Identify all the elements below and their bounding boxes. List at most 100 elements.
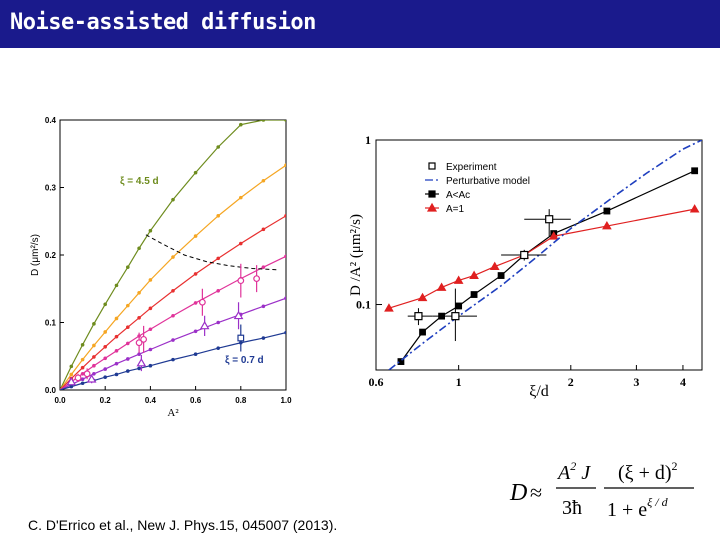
data-point	[80, 357, 85, 362]
experiment-point	[199, 320, 210, 330]
data-point	[92, 372, 96, 376]
data-point	[171, 357, 175, 362]
data-point	[137, 366, 141, 371]
data-point	[284, 163, 286, 168]
data-point	[284, 296, 286, 300]
experiment-point	[74, 374, 82, 382]
data-point	[114, 316, 119, 321]
data-point	[103, 356, 107, 361]
data-point	[239, 195, 243, 200]
data-point	[69, 364, 74, 369]
data-point	[92, 355, 96, 359]
x-tick-label: 3	[633, 375, 639, 389]
data-point	[114, 349, 119, 353]
formula-approx: ≈	[530, 480, 542, 505]
experiment-point	[520, 250, 529, 260]
data-point	[137, 315, 141, 320]
data-point	[284, 214, 286, 218]
legend-marker	[428, 190, 436, 198]
data-point	[193, 170, 198, 175]
data-point	[453, 275, 464, 284]
experiment-point	[233, 310, 244, 320]
formula-num1: A2 J	[556, 459, 591, 484]
dashed-curve	[145, 234, 280, 271]
experiment-point	[135, 339, 143, 347]
annotation-top: ξ = 4.5 d	[120, 176, 159, 187]
x-axis-label: A²	[167, 407, 179, 419]
legend-label: Experiment	[446, 162, 497, 173]
y-tick-label: 1	[365, 133, 371, 147]
data-point	[137, 291, 141, 295]
data-point	[261, 178, 266, 183]
data-point	[384, 303, 394, 312]
data-point	[469, 270, 479, 279]
experiment-point	[86, 374, 97, 383]
data-point	[137, 352, 141, 357]
data-point	[92, 343, 96, 348]
experiment-point	[451, 312, 460, 321]
experiment-point	[253, 275, 261, 283]
data-point	[193, 301, 198, 305]
experiment-point	[140, 335, 148, 343]
data-point	[114, 372, 119, 377]
annotation-bottom: ξ = 0.7 d	[225, 355, 264, 366]
data-point	[284, 330, 286, 335]
data-point	[419, 328, 426, 336]
y-axis-label: D /A² (μm²/s)	[348, 214, 364, 296]
x-tick-label: 1	[456, 375, 462, 389]
data-point	[92, 322, 96, 326]
data-point	[193, 234, 198, 238]
data-point	[80, 381, 85, 386]
data-point	[284, 120, 286, 122]
data-point	[193, 272, 198, 276]
data-point	[103, 330, 107, 334]
data-point	[261, 120, 266, 122]
data-point	[171, 313, 175, 318]
data-point	[603, 207, 611, 215]
data-point	[497, 272, 505, 279]
data-point	[602, 221, 612, 230]
legend-marker	[426, 202, 438, 212]
x-tick-label: 0.6	[369, 375, 384, 389]
data-point	[216, 346, 220, 350]
data-point	[239, 241, 243, 246]
data-point	[80, 365, 85, 370]
citation: C. D'Errico et al., New J. Phys.15, 0450…	[28, 517, 338, 533]
data-point	[436, 282, 447, 291]
data-point	[216, 214, 220, 218]
data-point	[148, 347, 153, 352]
y-tick-label: 0.1	[45, 319, 57, 328]
plot-frame	[375, 139, 703, 371]
x-tick-label: 0.4	[145, 396, 157, 405]
data-point	[126, 325, 130, 330]
series-group	[384, 140, 702, 370]
y-tick-label: 0.2	[45, 251, 57, 260]
y-tick-label: 0.3	[45, 184, 57, 193]
y-tick-label: 0.0	[45, 386, 57, 395]
data-point	[103, 375, 107, 379]
data-point	[261, 227, 266, 232]
legend: Experiment Perturbative model A<Ac A=1	[425, 162, 530, 215]
data-point	[193, 329, 198, 334]
data-point	[114, 334, 119, 339]
data-point	[171, 288, 175, 293]
data-point	[171, 255, 175, 259]
legend-marker	[428, 162, 436, 170]
data-point	[691, 167, 699, 175]
data-point	[193, 352, 198, 357]
title-bar: Noise-assisted diffusion	[0, 0, 720, 48]
data-point	[148, 363, 153, 368]
x-tick-label: 0.6	[190, 396, 202, 405]
experiment-point	[83, 370, 91, 378]
data-point	[261, 336, 266, 340]
formula-den1: 3ħ	[562, 497, 582, 519]
data-point	[261, 304, 266, 309]
experiment-point	[66, 376, 77, 386]
data-point	[92, 363, 96, 368]
data-point	[548, 231, 559, 240]
data-point	[148, 306, 153, 311]
data-point	[137, 246, 141, 251]
data-point	[216, 145, 220, 149]
